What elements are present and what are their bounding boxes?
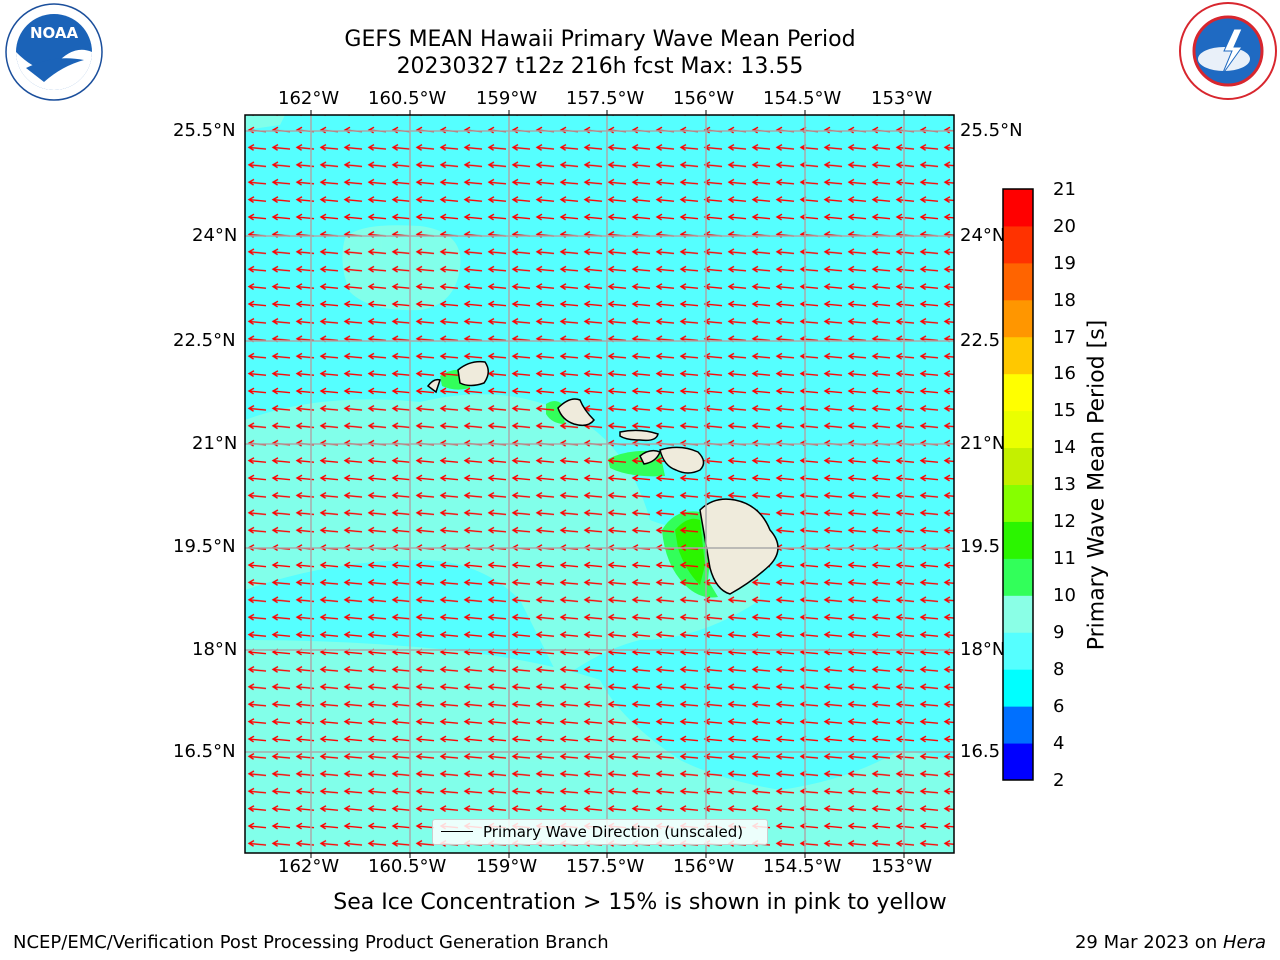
colorbar-tick: 9 <box>1053 622 1065 643</box>
colorbar-block <box>1003 669 1033 707</box>
lon-label-bottom: 160.5°W <box>368 856 447 877</box>
island-kauai <box>457 360 489 387</box>
colorbar-block <box>1003 410 1033 449</box>
lat-label-right: 21°N <box>960 433 1006 454</box>
island-niihau <box>426 378 441 394</box>
island-molokai <box>619 429 659 442</box>
colorbar-tick: 13 <box>1053 474 1076 495</box>
colorbar-block <box>1003 336 1033 375</box>
colorbar-block <box>1003 521 1033 559</box>
footer-date-text: 29 Mar 2023 on <box>1074 932 1223 953</box>
colorbar-tick: 19 <box>1053 253 1076 274</box>
colorbar-tick: 4 <box>1053 733 1065 754</box>
lat-label-left: 24°N <box>192 225 238 246</box>
lon-label-top: 159°W <box>476 88 538 109</box>
lon-label-top: 156°W <box>673 88 735 109</box>
colorbar-block <box>1003 706 1033 744</box>
colorbar-tick: 12 <box>1053 511 1076 532</box>
footer-date: 29 Mar 2023 on Hera <box>1075 932 1266 953</box>
colorbar-tick: 11 <box>1053 548 1076 569</box>
lon-label-bottom: 162°W <box>278 856 340 877</box>
graticule <box>245 115 954 853</box>
lat-label-right: 25.5°N <box>960 120 1023 141</box>
colorbar <box>1003 189 1033 781</box>
lat-label-right: 16.5 <box>960 741 1001 762</box>
colorbar-tick: 8 <box>1053 659 1065 680</box>
colorbar-tick: 10 <box>1053 585 1076 606</box>
colorbar-label: Primary Wave Mean Period [s] <box>1084 319 1110 651</box>
island-maui <box>659 446 705 474</box>
lon-label-bottom: 159°W <box>476 856 538 877</box>
colorbar-block <box>1003 558 1033 596</box>
lon-label-top: 160.5°W <box>368 88 447 109</box>
lat-label-left: 19.5°N <box>173 536 236 557</box>
colorbar-block <box>1003 743 1033 781</box>
svg-text:NOAA: NOAA <box>30 24 79 42</box>
map-frame <box>244 114 955 854</box>
island-oahu <box>557 398 595 427</box>
lon-label-top: 157.5°W <box>566 88 645 109</box>
lon-label-top: 154.5°W <box>763 88 842 109</box>
colorbar-frame <box>1002 188 1034 781</box>
lon-label-bottom: 156°W <box>673 856 735 877</box>
map-title: GEFS MEAN Hawaii Primary Wave Mean Perio… <box>344 27 856 52</box>
lat-label-right: 18°N <box>960 639 1006 660</box>
colorbar-block <box>1003 447 1033 485</box>
lon-label-top: 153°W <box>871 88 933 109</box>
colorbar-tick: 21 <box>1053 179 1076 200</box>
lat-label-left: 22.5°N <box>173 330 236 351</box>
colorbar-tick: 18 <box>1053 290 1076 311</box>
colorbar-tick: 6 <box>1053 696 1065 717</box>
axis-ticks <box>310 110 905 858</box>
lat-label-right: 24°N <box>960 225 1006 246</box>
colorbar-block <box>1003 632 1033 670</box>
sea-ice-note: Sea Ice Concentration > 15% is shown in … <box>333 890 947 915</box>
lon-label-top: 162°W <box>278 88 340 109</box>
lon-label-bottom: 154.5°W <box>763 856 842 877</box>
colorbar-tick: 20 <box>1053 216 1076 237</box>
colorbar-tick: 2 <box>1053 770 1065 791</box>
colorbar-tick: 17 <box>1053 327 1076 348</box>
legend-line-swatch <box>441 831 473 832</box>
colorbar-tick: 15 <box>1053 400 1076 421</box>
map-legend: Primary Wave Direction (unscaled) <box>432 819 768 845</box>
wave-direction-arrows <box>245 115 954 853</box>
island-hawaii <box>699 498 779 595</box>
lon-label-bottom: 153°W <box>871 856 933 877</box>
lon-label-bottom: 157.5°W <box>566 856 645 877</box>
lat-label-left: 16.5°N <box>173 741 236 762</box>
colorbar-block <box>1003 189 1033 227</box>
colorbar-block <box>1003 262 1033 301</box>
nws-logo <box>1179 2 1277 100</box>
colorbar-block <box>1003 595 1033 633</box>
colorbar-tick: 16 <box>1053 363 1076 384</box>
colorbar-tick: 14 <box>1053 437 1076 458</box>
lat-label-right: 19.5 <box>960 536 1001 557</box>
lat-label-right: 22.5 <box>960 330 1001 351</box>
colorbar-block <box>1003 373 1033 412</box>
hawaiian-islands <box>426 360 779 595</box>
footer-host: Hera <box>1222 932 1266 953</box>
lat-label-left: 18°N <box>192 639 238 660</box>
colorbar-block <box>1003 484 1033 522</box>
footer-credit: NCEP/EMC/Verification Post Processing Pr… <box>13 932 609 953</box>
lat-label-left: 21°N <box>192 433 238 454</box>
colorbar-block <box>1003 299 1033 338</box>
map-subtitle: 20230327 t12z 216h fcst Max: 13.55 <box>396 54 804 79</box>
legend-label: Primary Wave Direction (unscaled) <box>483 823 744 841</box>
map-area <box>245 115 954 853</box>
lat-label-left: 25.5°N <box>173 120 236 141</box>
noaa-logo: NOAA <box>5 3 103 101</box>
colorbar-block <box>1003 225 1033 264</box>
